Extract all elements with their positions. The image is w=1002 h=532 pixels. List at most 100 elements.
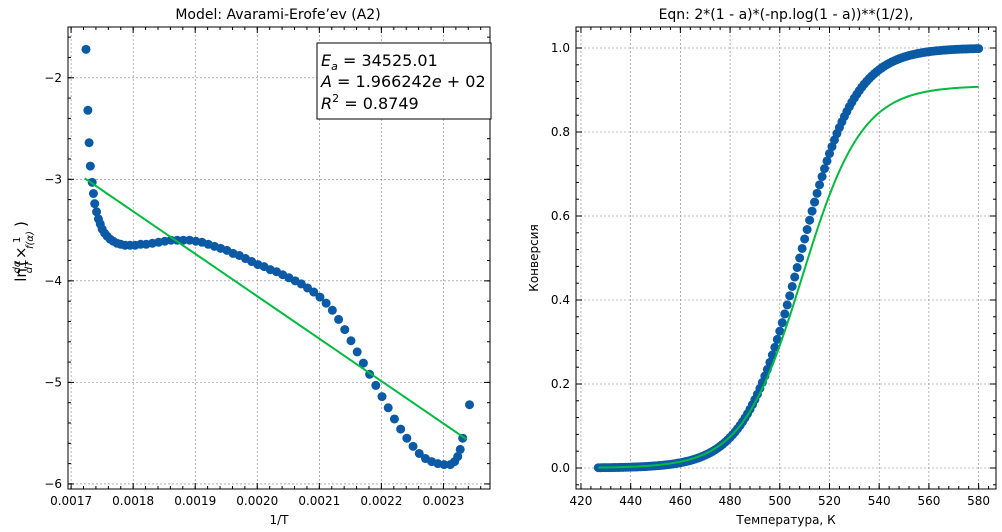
data-point	[822, 156, 832, 166]
data-point	[346, 336, 356, 346]
data-point	[327, 305, 337, 315]
data-point	[805, 215, 815, 225]
x-tick-label: 480	[719, 494, 742, 508]
x-tick-label: 0.0018	[112, 494, 154, 508]
y-tick-label: −5	[44, 375, 62, 389]
x-tick-label: 500	[768, 494, 791, 508]
data-point	[81, 44, 91, 54]
data-point	[780, 309, 790, 319]
right-chart-data	[593, 44, 984, 473]
data-point	[782, 300, 792, 310]
annotation-ea: Ea = 34525.01	[321, 51, 438, 73]
svg-text:dT: dT	[24, 260, 35, 273]
data-point	[389, 414, 399, 424]
data-point	[817, 172, 827, 182]
data-point	[309, 287, 319, 297]
y-tick-label: −2	[44, 71, 62, 85]
left-chart-title: Model: Avarami-Erofe’ev (A2)	[175, 7, 380, 23]
data-point	[810, 197, 820, 207]
annotation-box	[316, 42, 492, 120]
y-tick-label: 0.0	[551, 461, 570, 475]
x-tick-label: 0.0019	[174, 494, 216, 508]
data-point	[90, 199, 100, 209]
data-point	[455, 444, 465, 454]
svg-text:1: 1	[12, 237, 23, 243]
data-point	[795, 253, 805, 263]
data-point	[453, 452, 463, 462]
x-tick-label: 0.0023	[422, 494, 464, 508]
data-point	[797, 243, 807, 253]
svg-text:×: ×	[12, 246, 30, 259]
data-point	[402, 433, 412, 443]
x-tick-label: 520	[818, 494, 841, 508]
svg-text:): )	[12, 221, 30, 227]
x-tick-label: 560	[917, 494, 940, 508]
y-tick-label: 0.4	[551, 293, 570, 307]
data-point	[383, 403, 393, 413]
data-point	[83, 105, 93, 115]
data-point	[785, 291, 795, 301]
data-point	[178, 235, 188, 245]
data-point	[787, 281, 797, 291]
x-tick-label: 0.0020	[236, 494, 278, 508]
right-chart-title: Eqn: 2*(1 - a)*(-np.log(1 - a))**(1/2),	[659, 7, 914, 23]
data-point	[777, 318, 787, 328]
x-tick-label: 0.0021	[298, 494, 340, 508]
left-chart: Model: Avarami-Erofe’ev (A2) 0.0017 0.001…	[12, 7, 492, 527]
data-point	[85, 161, 95, 171]
right-chart-xlabel: Температура, К	[735, 513, 836, 527]
right-chart-grid	[576, 27, 996, 489]
left-chart-frame	[67, 26, 491, 490]
y-tick-label: 1.0	[551, 41, 570, 55]
data-point	[815, 180, 825, 190]
data-point	[775, 326, 785, 336]
data-point	[800, 234, 810, 244]
right-chart-ticks: 420 440 460 480 500 520 540 560 580 0.0 0.2 0.4 0.6 0…	[551, 27, 996, 508]
data-point	[772, 334, 782, 344]
svg-text:ln(: ln(	[12, 260, 30, 282]
data-point	[792, 263, 802, 273]
annotation-r2: R2 = 0.8749	[321, 92, 419, 113]
data-point	[315, 292, 325, 302]
x-tick-label: 0.0022	[360, 494, 402, 508]
data-point	[770, 342, 780, 352]
data-point	[465, 400, 475, 410]
svg-text:f(α): f(α)	[25, 231, 36, 249]
data-point	[92, 207, 102, 217]
y-tick-label: −3	[44, 172, 62, 186]
data-point	[802, 225, 812, 235]
data-point	[408, 441, 418, 451]
data-point	[807, 206, 817, 216]
data-point	[820, 164, 830, 174]
y-tick-label: 0.2	[551, 377, 570, 391]
left-chart-data	[81, 44, 475, 470]
x-tick-label: 460	[669, 494, 692, 508]
data-point	[377, 392, 387, 402]
data-point	[340, 325, 350, 335]
y-tick-label: 0.8	[551, 125, 570, 139]
right-chart: Eqn: 2*(1 - a)*(-np.log(1 - a))**(1/2), …	[527, 7, 997, 527]
x-tick-label: 440	[619, 494, 642, 508]
fit-line	[84, 177, 467, 441]
x-tick-label: 540	[868, 494, 891, 508]
data-point	[790, 272, 800, 282]
data-point	[352, 347, 362, 357]
data-point	[414, 448, 424, 458]
data-point	[371, 380, 381, 390]
left-chart-ylabel: ln( dα dT × 1 f(α) )	[12, 221, 36, 282]
annotation-a: A = 1.966242e + 02	[320, 72, 486, 91]
left-chart-ticks: 0.0017 0.0018 0.0019 0.0020 0.0021 0.0022 0.00…	[44, 27, 490, 508]
data-point	[974, 44, 984, 54]
left-chart-xlabel: 1/T	[269, 513, 289, 527]
left-chart-annotation: Ea = 34525.01 A = 1.966242e + 02 R2 = 0.…	[316, 42, 492, 120]
svg-text:dα: dα	[12, 260, 23, 273]
data-point	[824, 149, 834, 159]
y-tick-label: −4	[44, 274, 62, 288]
fit-line	[598, 85, 979, 469]
data-point	[334, 314, 344, 324]
data-point	[88, 189, 98, 199]
data-point	[84, 138, 94, 148]
y-tick-label: 0.6	[551, 209, 570, 223]
y-tick-label: −6	[44, 477, 62, 491]
